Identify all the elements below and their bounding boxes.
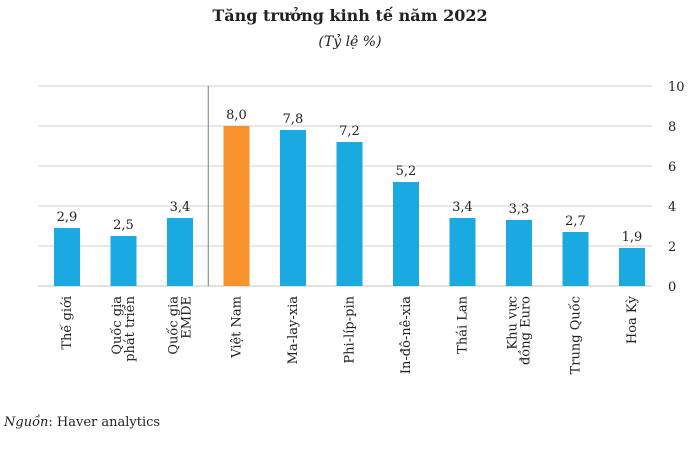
category-label-line: Khu vực (506, 296, 521, 350)
category-label-line: đồng Euro (518, 296, 534, 365)
bar (280, 130, 306, 286)
y-tick-label: 6 (668, 160, 676, 175)
category-label: Ma-lay-xia (286, 296, 301, 365)
data-label: 7,8 (283, 112, 304, 127)
bar (449, 218, 476, 286)
data-label: 3,3 (509, 202, 530, 217)
data-label: 8,0 (226, 108, 247, 123)
category-label-line: phát triển (122, 295, 138, 361)
bar (393, 182, 419, 286)
data-label: 2,7 (565, 214, 586, 229)
category-label-line: Phi-líp-pin (343, 295, 358, 363)
bar (223, 126, 250, 286)
data-label: 3,4 (170, 200, 191, 215)
bar (506, 220, 532, 286)
bar (562, 232, 589, 286)
data-label: 5,2 (396, 164, 417, 179)
category-label: Thái Lan (456, 295, 471, 353)
category-label-line: Thế giới (59, 296, 75, 350)
source-note: Nguồn: Haver analytics (4, 415, 160, 430)
category-label-line: Hoa Kỳ (625, 295, 640, 344)
category-label-line: Thái Lan (456, 295, 471, 353)
bar (167, 218, 193, 286)
y-tick-label: 4 (668, 200, 676, 215)
source-text: : Haver analytics (48, 415, 161, 430)
chart-subtitle: (Tỷ lệ %) (318, 34, 382, 50)
category-label: Thế giới (59, 296, 75, 350)
bar (54, 228, 80, 286)
y-tick-label: 8 (668, 120, 676, 135)
data-label: 2,5 (113, 218, 134, 233)
category-label: Phi-líp-pin (343, 295, 358, 363)
bar (336, 142, 363, 286)
category-label-line: Trung Quốc (568, 296, 584, 374)
y-tick-label: 2 (668, 240, 676, 255)
y-tick-label: 0 (668, 280, 676, 295)
bar (619, 248, 645, 286)
category-label-line: EMDE (180, 296, 195, 339)
chart-title: Tăng trưởng kinh tế năm 2022 (212, 6, 488, 25)
category-label-line: Việt Nam (230, 296, 245, 359)
category-label: Trung Quốc (568, 296, 584, 374)
category-label-line: Ma-lay-xia (286, 296, 301, 365)
data-label: 3,4 (452, 200, 473, 215)
data-label: 7,2 (339, 124, 360, 139)
data-label: 1,9 (622, 230, 643, 245)
data-label: 2,9 (57, 210, 78, 225)
y-tick-label: 10 (668, 80, 685, 95)
category-label: Việt Nam (230, 296, 245, 359)
source-label: Nguồn (4, 415, 49, 430)
category-label: In-đô-nê-xia (399, 296, 414, 374)
category-label-line: Quốc gia (109, 296, 125, 355)
bar (110, 236, 137, 286)
category-label: Hoa Kỳ (625, 295, 640, 344)
category-label-line: In-đô-nê-xia (399, 296, 414, 374)
category-label-line: Quốc gia (166, 296, 182, 355)
